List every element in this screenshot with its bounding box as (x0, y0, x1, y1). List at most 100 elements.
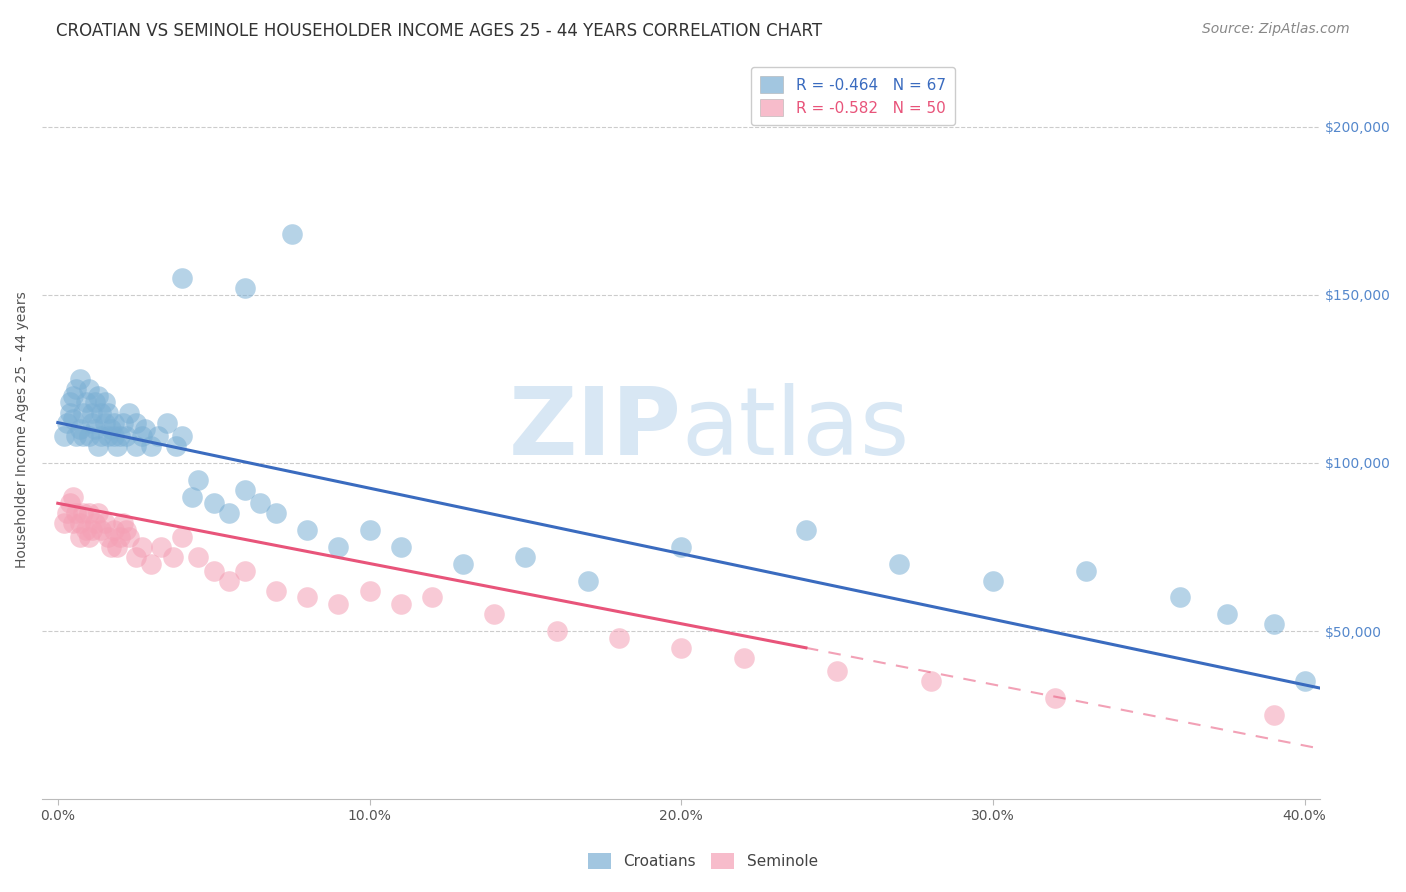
Point (233, 564, 256, 578)
Point (90, 523, 112, 537)
Point (80, 405, 103, 419)
Point (280, 227, 302, 242)
Point (59, 496, 82, 510)
Point (162, 550, 184, 565)
Point (87, 507, 110, 521)
Point (62, 412, 84, 426)
Point (75, 523, 97, 537)
Point (1216, 607, 1239, 622)
Point (733, 651, 755, 665)
Point (233, 483, 256, 497)
Point (131, 429, 153, 443)
Point (482, 607, 505, 622)
Point (149, 540, 172, 554)
Point (451, 557, 474, 571)
Point (134, 422, 156, 436)
Point (77, 507, 100, 521)
Point (172, 530, 194, 544)
Point (53, 516, 76, 531)
Point (1045, 691, 1067, 706)
Point (75, 395, 97, 409)
Point (97, 530, 120, 544)
Point (180, 490, 202, 504)
Point (84, 395, 107, 409)
Point (108, 530, 131, 544)
Text: Source: ZipAtlas.com: Source: ZipAtlas.com (1202, 22, 1350, 37)
Point (546, 624, 568, 638)
Point (65, 382, 87, 396)
Point (187, 550, 209, 565)
Point (125, 416, 148, 430)
Point (115, 523, 138, 537)
Point (233, 281, 256, 295)
Point (69, 372, 91, 386)
Point (576, 574, 599, 588)
Point (328, 540, 350, 554)
Point (249, 496, 271, 510)
Point (80, 523, 103, 537)
Point (264, 583, 287, 598)
Point (202, 564, 225, 578)
Point (72, 507, 94, 521)
Point (56, 507, 79, 521)
Point (359, 583, 381, 598)
Point (59, 395, 82, 409)
Point (93, 395, 115, 409)
Point (389, 597, 412, 611)
Point (141, 557, 163, 571)
Legend: R = -0.464   N = 67, R = -0.582   N = 50: R = -0.464 N = 67, R = -0.582 N = 50 (751, 67, 955, 125)
Point (141, 439, 163, 453)
Point (103, 416, 125, 430)
Point (125, 550, 148, 565)
Point (671, 640, 693, 655)
Point (97, 429, 120, 443)
Point (1294, 674, 1316, 689)
Point (100, 540, 122, 554)
Point (72, 429, 94, 443)
Point (202, 496, 225, 510)
Point (90, 429, 112, 443)
Point (103, 523, 125, 537)
Point (165, 439, 187, 453)
Point (420, 591, 443, 605)
Point (59, 405, 82, 419)
Point (112, 416, 135, 430)
Point (981, 574, 1004, 588)
Point (69, 422, 91, 436)
Point (172, 429, 194, 443)
Point (62, 490, 84, 504)
Point (889, 557, 911, 571)
Point (671, 540, 693, 554)
Y-axis label: Householder Income Ages 25 - 44 years: Householder Income Ages 25 - 44 years (15, 291, 30, 567)
Point (125, 439, 148, 453)
Point (80, 416, 103, 430)
Point (72, 405, 94, 419)
Point (607, 631, 630, 645)
Point (87, 439, 110, 453)
Point (295, 523, 318, 537)
Point (187, 473, 209, 487)
Text: atlas: atlas (682, 384, 910, 475)
Point (56, 416, 79, 430)
Point (295, 591, 318, 605)
Text: ZIP: ZIP (509, 384, 682, 475)
Point (218, 574, 240, 588)
Point (156, 416, 179, 430)
Point (328, 597, 350, 611)
Point (87, 389, 110, 403)
Point (97, 405, 120, 419)
Point (65, 507, 87, 521)
Point (389, 540, 412, 554)
Point (77, 382, 100, 396)
Point (1263, 617, 1285, 632)
Point (105, 540, 128, 554)
Point (1168, 591, 1191, 605)
Point (62, 389, 84, 403)
Point (84, 516, 107, 531)
Point (69, 530, 91, 544)
Point (359, 523, 381, 537)
Point (69, 516, 91, 531)
Point (90, 405, 112, 419)
Point (65, 429, 87, 443)
Point (118, 405, 141, 419)
